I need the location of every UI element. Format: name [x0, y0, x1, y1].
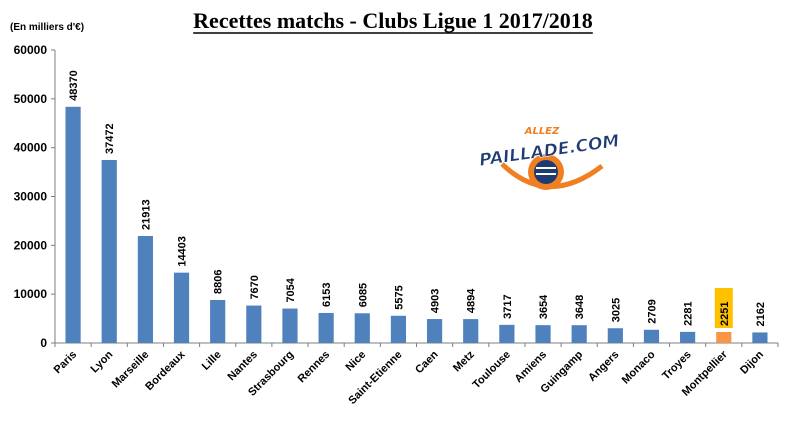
- bar-marseille: [137, 235, 153, 343]
- allez-paillade-logo: ALLEZ PAILLADE.COM: [478, 126, 621, 190]
- y-tick-label: 0: [40, 336, 47, 350]
- data-label: 7054: [285, 277, 297, 302]
- bar-dijon: [752, 332, 768, 343]
- x-tick-label: Nice: [343, 349, 368, 374]
- data-label: 5575: [393, 285, 405, 309]
- bar-lille: [210, 299, 226, 343]
- bar-saint-etienne: [390, 315, 407, 343]
- x-tick-label: Troyes: [660, 349, 694, 383]
- bar-troyes: [680, 331, 696, 343]
- data-label: 6085: [357, 283, 369, 307]
- bar-toulouse: [499, 324, 515, 343]
- bar-caen: [426, 319, 443, 343]
- y-tick-label: 40000: [14, 141, 48, 155]
- bar-strasbourg: [282, 308, 298, 343]
- x-tick-label: Monaco: [620, 348, 658, 386]
- y-tick-label: 50000: [14, 92, 48, 106]
- bar-amiens: [535, 325, 551, 343]
- bar-montpellier: [716, 332, 732, 343]
- bar-nice: [354, 313, 370, 343]
- bar-lyon: [101, 160, 117, 343]
- y-axis: 0 10000 20000 30000 40000 50000 60000: [14, 43, 56, 350]
- logo-text-line1: ALLEZ: [524, 126, 560, 137]
- bar-metz: [463, 319, 479, 343]
- bar-monaco: [643, 329, 660, 343]
- y-tick-label: 20000: [14, 238, 48, 252]
- data-label: 4903: [430, 289, 442, 313]
- data-label: 48370: [68, 70, 80, 101]
- y-tick-label: 60000: [14, 43, 48, 57]
- bar-bordeaux: [173, 272, 190, 343]
- data-label: 8806: [213, 270, 225, 294]
- data-label: 2709: [646, 299, 658, 323]
- data-label: 3025: [610, 298, 622, 322]
- y-tick-label: 10000: [14, 287, 48, 301]
- data-label: 7670: [249, 275, 261, 299]
- x-tick-label: Paris: [52, 349, 80, 377]
- data-label: 37472: [104, 123, 116, 154]
- bar-paris: [65, 106, 81, 343]
- x-tick-label: Angers: [586, 349, 621, 384]
- bars-group: [65, 106, 768, 343]
- x-tick-label: Amiens: [513, 349, 550, 386]
- x-tick-label: Rennes: [296, 349, 333, 386]
- data-label: 6153: [321, 282, 333, 306]
- bar-nantes: [246, 305, 262, 343]
- bar-guingamp: [571, 325, 587, 343]
- unit-label: (En milliers d'€): [10, 22, 84, 33]
- x-tick-label: Nantes: [226, 349, 260, 383]
- x-tick-label: Lyon: [89, 348, 116, 375]
- x-tick-label: Lille: [200, 349, 224, 373]
- bar-rennes: [318, 312, 334, 343]
- x-tick-label: Metz: [451, 348, 477, 374]
- data-label: 3648: [574, 295, 586, 319]
- data-label: 3717: [502, 294, 514, 318]
- x-axis: [54, 342, 779, 347]
- x-tick-label: Dijon: [738, 348, 766, 376]
- data-label: 2251: [719, 302, 731, 326]
- x-tick-label: Toulouse: [471, 349, 513, 391]
- data-label: 14403: [177, 236, 189, 267]
- bar-angers: [607, 328, 623, 343]
- chart-title: Recettes matchs - Clubs Ligue 1 2017/201…: [193, 8, 593, 33]
- x-tick-label: Caen: [413, 348, 441, 376]
- data-label: 3654: [538, 294, 550, 319]
- data-labels-group: 48370 37472 21913 14403 8806 7670 7054 6153 6085…: [68, 70, 767, 329]
- data-label: 21913: [140, 199, 152, 230]
- data-label: 4894: [466, 288, 478, 313]
- highlight-label-background: [714, 288, 733, 329]
- data-label: 2281: [683, 301, 695, 325]
- data-label: 2162: [755, 302, 767, 326]
- x-tick-label: Bordeaux: [143, 348, 188, 393]
- y-tick-label: 30000: [14, 190, 48, 204]
